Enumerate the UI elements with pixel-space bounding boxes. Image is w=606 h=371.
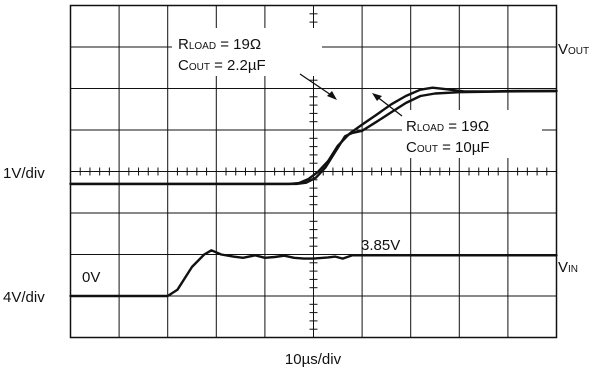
annotation-2-line2: COUT = 10µF <box>406 139 490 156</box>
vout-trace-label: VOUT <box>558 41 589 58</box>
annotation-1-line2: COUT = 2.2µF <box>178 57 266 74</box>
waveform-traces <box>69 86 558 298</box>
vin-zero-label: 0V <box>82 269 100 286</box>
graticule-border <box>69 4 558 339</box>
annotation-2-background <box>402 110 542 158</box>
annotation-1-background <box>172 28 322 76</box>
annotation-1-line1: RLOAD = 19Ω <box>178 36 261 53</box>
annotation-2-line1: RLOAD = 19Ω <box>406 118 489 135</box>
trace-channel-2-series-1 <box>69 249 558 298</box>
channel-1-scale-label: 1V/div <box>3 165 45 182</box>
trace-channel-1-series-2 <box>69 89 558 186</box>
channel-2-scale-label: 4V/div <box>3 289 45 306</box>
vin-level-annotation: 3.85V <box>361 237 400 254</box>
annotation-2-leader <box>375 95 403 117</box>
x-scale-label: 10µs/div <box>285 351 342 368</box>
vin-trace-label: VIN <box>558 259 578 276</box>
annotation-1-leader <box>299 73 335 98</box>
annotation-1-arrowhead <box>327 91 337 100</box>
graticule-grid <box>70 5 557 338</box>
annotation-2-arrowhead <box>372 93 382 101</box>
